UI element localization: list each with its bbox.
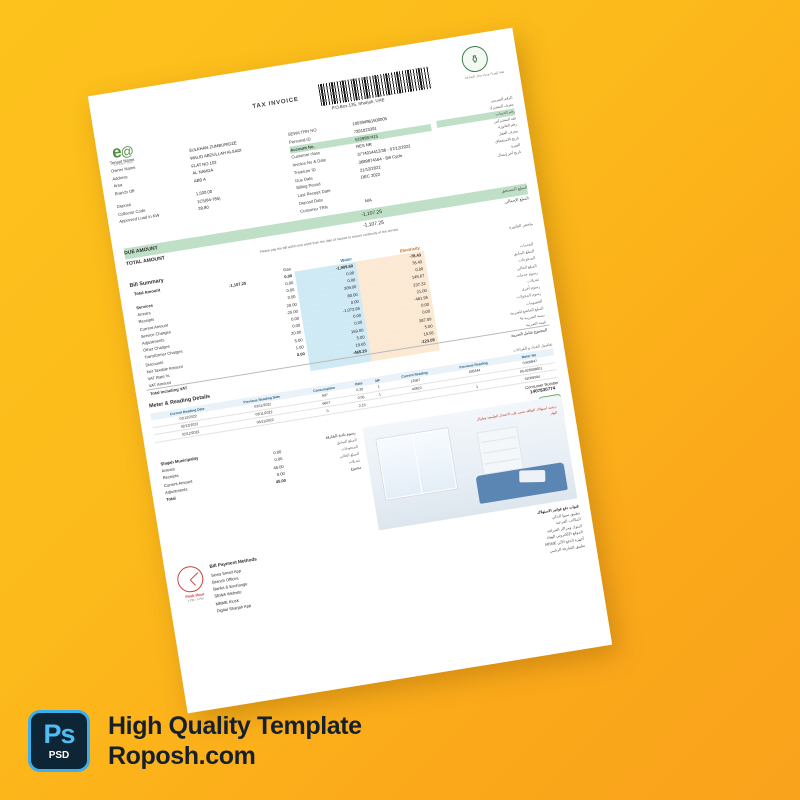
branding-line-2: Roposh.com: [108, 741, 256, 770]
invoice-document: TAX INVOICE P.O.Box 135, Sharjah, UAE ⚱ …: [87, 27, 613, 714]
branding-text: High Quality Template Roposh.com: [108, 712, 362, 771]
photo-cushion: [518, 469, 546, 483]
psd-label: PSD: [48, 750, 70, 761]
account-arabic-labels: الرقم الضريبي معرف المشترك رقم الحساب فئ…: [434, 95, 526, 192]
photo-bookshelf: [476, 425, 524, 476]
page-title: TAX INVOICE: [252, 96, 300, 111]
photoshop-psd-icon: Ps PSD: [28, 710, 90, 772]
green-bill-at-icon: @: [119, 142, 135, 160]
account-block: SEWA TRN NO 100394961500005 Personal ID 73…: [287, 108, 441, 215]
photo-window: [376, 428, 458, 500]
branding-line-1: High Quality Template: [108, 711, 362, 740]
sewa-logo-arabic: هيئة كهرباء ومياه وغاز الشارقة: [464, 69, 505, 80]
ps-label: Ps: [43, 719, 75, 749]
branding-bar: Ps PSD High Quality Template Roposh.com: [28, 710, 362, 772]
invoice-page: TAX INVOICE P.O.Box 135, Sharjah, UAE ⚱ …: [87, 27, 613, 714]
clock-icon: [175, 564, 206, 595]
sewa-logo-icon: ⚱: [459, 44, 490, 74]
cell-mf: [372, 396, 391, 408]
peak-hour-block: Peak Hour 1 PM - 5 PM: [175, 564, 213, 620]
